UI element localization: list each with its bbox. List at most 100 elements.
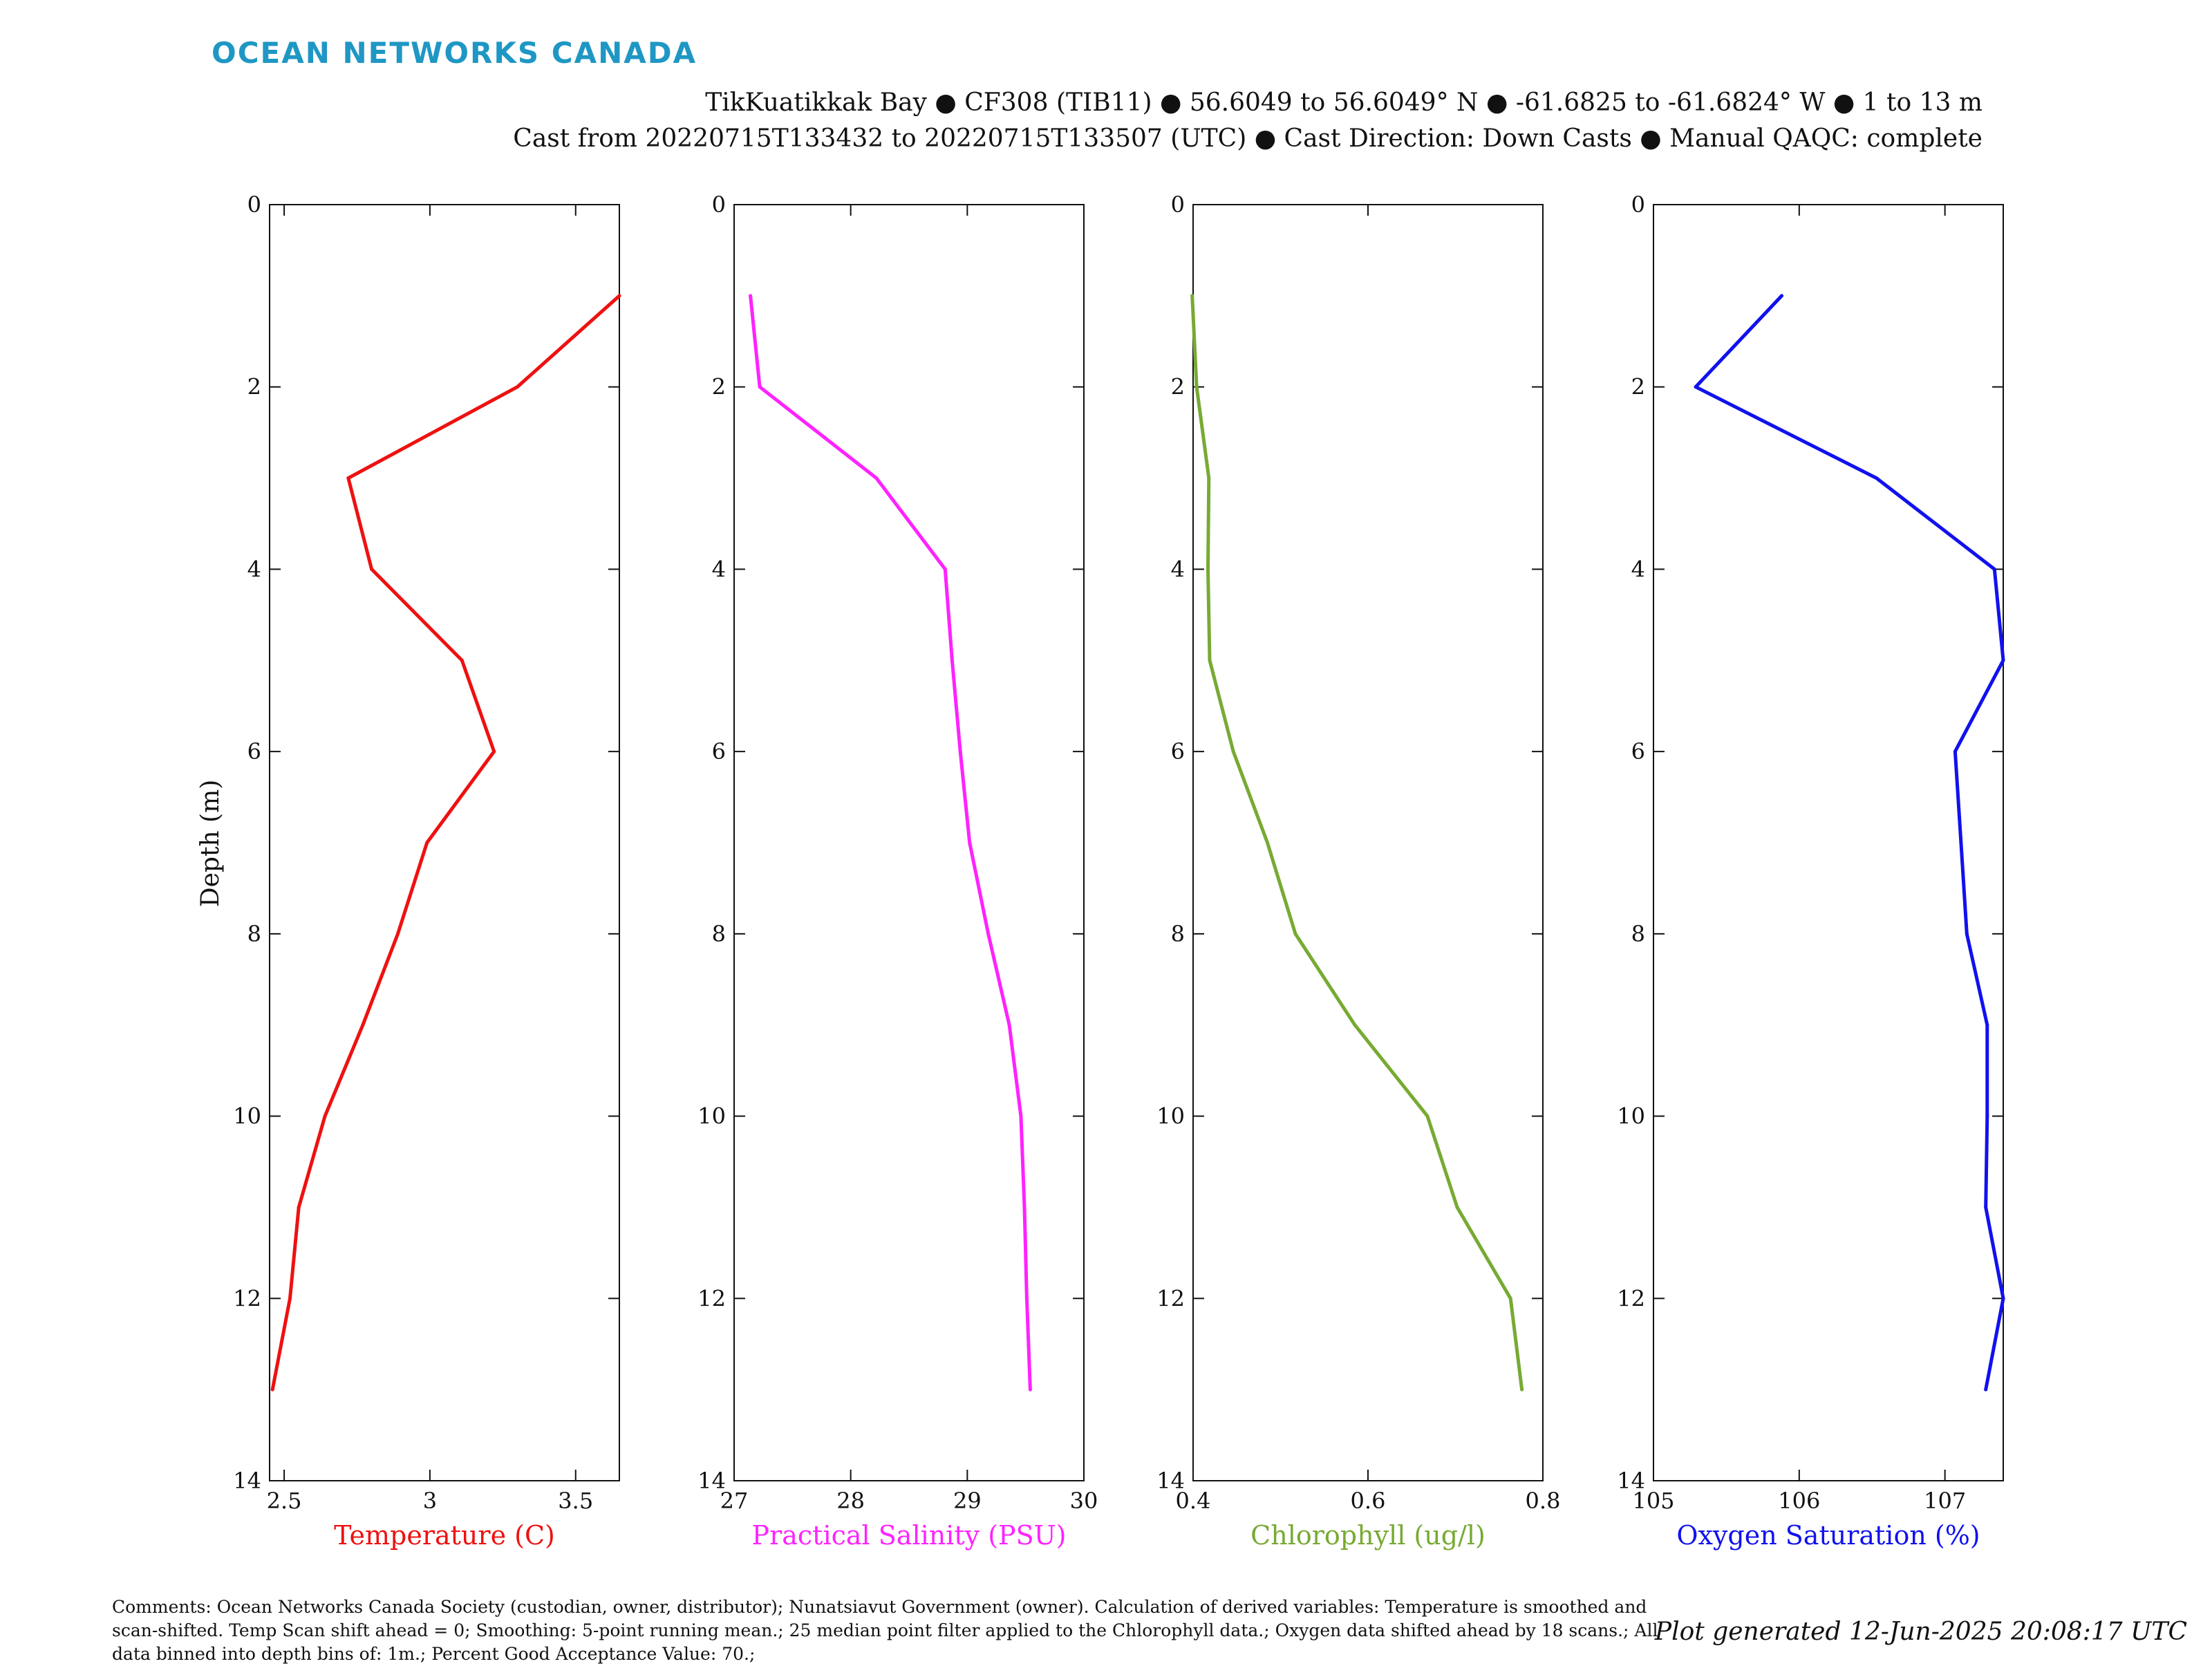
chlorophyll-xtick-label: 0.6 bbox=[1351, 1488, 1386, 1514]
temperature-data-point bbox=[492, 749, 496, 754]
plot-header-location: TikKuatikkak Bay ● CF308 (TIB11) ● 56.60… bbox=[705, 88, 1983, 117]
salinity-data-point bbox=[1028, 1387, 1032, 1392]
oxygen-ytick-label: 6 bbox=[1631, 738, 1645, 765]
salinity-xaxis-label: Practical Salinity (PSU) bbox=[752, 1520, 1067, 1551]
temperature-data-point bbox=[297, 1205, 301, 1209]
salinity-data-point bbox=[1024, 1296, 1029, 1300]
temperature-ytick-label: 2 bbox=[247, 374, 261, 400]
salinity-data-point bbox=[1019, 1114, 1023, 1119]
chlorophyll-data-point bbox=[1266, 841, 1270, 845]
chlorophyll-data-point bbox=[1425, 1114, 1430, 1119]
chlorophyll-ytick-label: 4 bbox=[1171, 556, 1185, 582]
chlorophyll-ytick-label: 2 bbox=[1171, 374, 1185, 400]
temperature-ytick-label: 6 bbox=[247, 738, 261, 765]
salinity-data-point bbox=[986, 932, 991, 936]
temperature-ytick-label: 4 bbox=[247, 556, 261, 582]
comments-text: Comments: Ocean Networks Canada Society … bbox=[112, 1597, 1658, 1664]
salinity-ytick-label: 0 bbox=[712, 191, 726, 218]
oxygen-data-point bbox=[1992, 567, 1996, 571]
ocean-networks-canada-logo: OCEAN NETWORKS CANADA bbox=[212, 36, 697, 70]
temperature-ytick-label: 10 bbox=[233, 1103, 261, 1130]
oxygen-xaxis-label: Oxygen Saturation (%) bbox=[1676, 1520, 1980, 1551]
chlorophyll-ytick-label: 6 bbox=[1171, 738, 1185, 765]
oxygen-data-point bbox=[1965, 932, 1969, 936]
salinity-ytick-label: 8 bbox=[712, 921, 726, 947]
temperature-data-point bbox=[515, 385, 519, 389]
chlorophyll-data-point bbox=[1190, 294, 1194, 298]
chlorophyll-xtick-label: 0.8 bbox=[1526, 1488, 1561, 1514]
chlorophyll-xtick-label: 0.4 bbox=[1176, 1488, 1211, 1514]
salinity-xtick-label: 27 bbox=[720, 1488, 749, 1514]
temperature-xaxis-label: Temperature (C) bbox=[334, 1520, 555, 1551]
chlorophyll-data-point bbox=[1455, 1205, 1459, 1209]
oxygen-ytick-label: 14 bbox=[1617, 1468, 1645, 1494]
oxygen-ytick-label: 8 bbox=[1631, 921, 1645, 947]
salinity-ytick-label: 6 bbox=[712, 738, 726, 765]
salinity-data-point bbox=[950, 658, 954, 662]
temperature-data-point bbox=[361, 1023, 365, 1027]
plot-header-cast: Cast from 20220715T133432 to 20220715T13… bbox=[513, 124, 1983, 153]
temperature-data-point bbox=[460, 658, 464, 662]
temperature-data-point bbox=[346, 476, 350, 480]
chlorophyll-data-point bbox=[1208, 658, 1212, 662]
oxygen-ytick-label: 0 bbox=[1631, 191, 1645, 218]
salinity-ytick-label: 2 bbox=[712, 374, 726, 400]
chlorophyll-data-point bbox=[1206, 567, 1210, 571]
oxygen-ytick-label: 10 bbox=[1617, 1103, 1645, 1130]
oxygen-data-point bbox=[2001, 658, 2005, 662]
oxygen-plot-frame bbox=[1653, 204, 2004, 1481]
salinity-data-point bbox=[1007, 1023, 1011, 1027]
salinity-data-point bbox=[758, 385, 762, 389]
oxygen-data-point bbox=[1959, 841, 1963, 845]
temperature-data-point bbox=[270, 1387, 274, 1392]
oxygen-data-point bbox=[2001, 1296, 2005, 1300]
salinity-ytick-label: 14 bbox=[697, 1468, 726, 1494]
temperature-xtick-label: 2.5 bbox=[267, 1488, 302, 1514]
chlorophyll-data-point bbox=[1207, 476, 1211, 480]
temperature-ytick-label: 14 bbox=[233, 1468, 261, 1494]
chlorophyll-data-point bbox=[1293, 932, 1297, 936]
oxygen-data-point bbox=[1984, 1387, 1988, 1392]
chlorophyll-profile-line bbox=[1190, 294, 1524, 1392]
temperature-data-point bbox=[425, 841, 429, 845]
temperature-data-point bbox=[370, 567, 374, 571]
salinity-plot-frame bbox=[733, 204, 1085, 1481]
salinity-data-point bbox=[958, 749, 962, 754]
oxygen-xtick-label: 106 bbox=[1778, 1488, 1820, 1514]
temperature-ytick-label: 8 bbox=[247, 921, 261, 947]
oxygen-data-point bbox=[1780, 294, 1784, 298]
salinity-profile-line bbox=[749, 294, 1032, 1392]
salinity-data-point bbox=[749, 294, 753, 298]
oxygen-xtick-label: 107 bbox=[1924, 1488, 1966, 1514]
chlorophyll-data-point bbox=[1508, 1296, 1512, 1300]
salinity-ytick-label: 4 bbox=[712, 556, 726, 582]
temperature-data-point bbox=[323, 1114, 327, 1119]
oxygen-ytick-label: 12 bbox=[1617, 1285, 1645, 1311]
temperature-ytick-label: 0 bbox=[247, 191, 261, 218]
oxygen-data-point bbox=[1694, 385, 1698, 389]
temperature-data-point bbox=[396, 932, 400, 936]
salinity-xtick-label: 30 bbox=[1070, 1488, 1098, 1514]
chlorophyll-xaxis-label: Chlorophyll (ug/l) bbox=[1250, 1520, 1485, 1551]
chlorophyll-data-point bbox=[1520, 1387, 1524, 1392]
oxygen-data-point bbox=[1984, 1205, 1988, 1209]
salinity-ytick-label: 10 bbox=[697, 1103, 726, 1130]
temperature-data-point bbox=[288, 1296, 292, 1300]
y-axis-label: Depth (m) bbox=[196, 780, 225, 908]
salinity-ytick-label: 12 bbox=[697, 1285, 726, 1311]
oxygen-data-point bbox=[1985, 1114, 1989, 1119]
salinity-xtick-label: 28 bbox=[836, 1488, 865, 1514]
salinity-data-point bbox=[874, 476, 879, 480]
salinity-data-point bbox=[1022, 1205, 1027, 1209]
plot-generated-timestamp: Plot generated 12-Jun-2025 20:08:17 UTC bbox=[1654, 1618, 2187, 1646]
oxygen-data-point bbox=[1875, 476, 1879, 480]
oxygen-ytick-label: 2 bbox=[1631, 374, 1645, 400]
chlorophyll-data-point bbox=[1231, 749, 1235, 754]
chlorophyll-ytick-label: 14 bbox=[1156, 1468, 1185, 1494]
temperature-data-point bbox=[617, 294, 621, 298]
salinity-data-point bbox=[968, 841, 972, 845]
oxygen-xtick-label: 105 bbox=[1632, 1488, 1674, 1514]
chlorophyll-ytick-label: 0 bbox=[1171, 191, 1185, 218]
temperature-plot-frame bbox=[269, 204, 620, 1481]
salinity-data-point bbox=[943, 567, 947, 571]
